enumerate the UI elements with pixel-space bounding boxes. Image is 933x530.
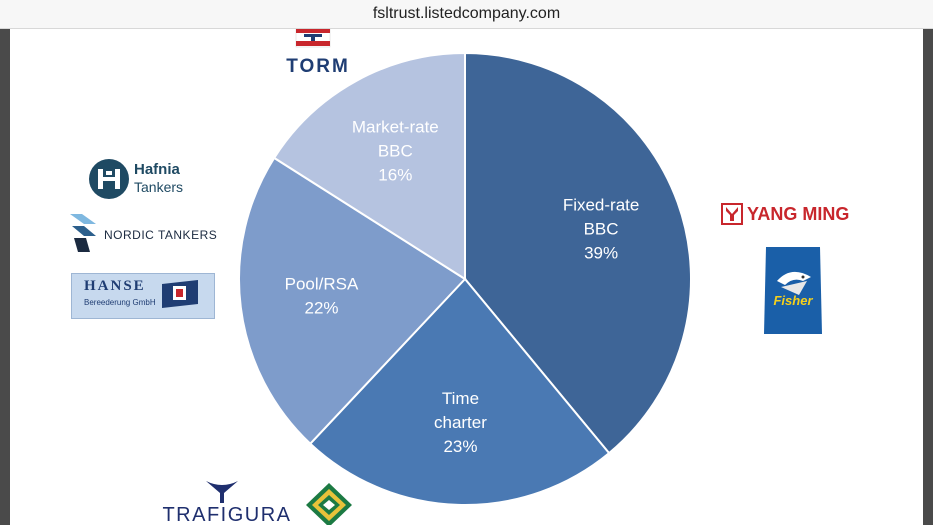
pie-slice-0-label-line-1: BBC bbox=[584, 219, 619, 238]
pie-slice-3-value-label: 16% bbox=[378, 166, 412, 185]
yang-ming-emblem-icon bbox=[721, 203, 743, 225]
torm-logo: TORM bbox=[278, 27, 358, 77]
pie-slice-1-label-line-0: Time bbox=[442, 389, 479, 408]
pie-slice-2-label-line-0: Pool/RSA bbox=[285, 275, 359, 294]
pie-slice-1-value-label: 23% bbox=[443, 437, 477, 456]
hafnia-logo-line2: Tankers bbox=[134, 179, 184, 195]
hanse-flag-icon bbox=[162, 280, 198, 308]
pie-chart: Fixed-rate BBC 39% Time charter 23% Pool/RSA 22… bbox=[238, 51, 692, 506]
torm-flag-icon bbox=[295, 28, 331, 48]
yang-ming-logo-text: YANG MING bbox=[747, 204, 850, 224]
nordic-tankers-emblem-icon bbox=[70, 214, 96, 252]
fisher-emblem-icon bbox=[764, 247, 822, 334]
pie-slice-2-value-label: 22% bbox=[304, 299, 338, 318]
hanse-logo: HANSE Bereederung GmbH bbox=[71, 273, 215, 319]
pie-slice-1 bbox=[308, 277, 611, 506]
trafigura-logo-text: TRAFIGURA bbox=[162, 504, 292, 526]
fisher-logo-text: Fisher bbox=[773, 293, 813, 308]
diamond-emblem-icon bbox=[306, 483, 352, 527]
pie-slice-0-value-label: 39% bbox=[584, 243, 618, 262]
torm-logo-text: TORM bbox=[286, 56, 350, 77]
diamond-logo bbox=[304, 483, 354, 527]
hafnia-logo-line1: Hafnia bbox=[134, 161, 180, 178]
pie-slice-1-label-line-1: charter bbox=[434, 413, 487, 432]
fisher-logo: Fisher bbox=[763, 247, 823, 334]
letterbox-left bbox=[0, 29, 10, 525]
pie-slice-3-label-line-1: BBC bbox=[378, 142, 413, 161]
nordic-tankers-logo-text: NORDIC TANKERS bbox=[104, 228, 218, 242]
hafnia-emblem-icon bbox=[89, 159, 129, 199]
letterbox-right bbox=[923, 29, 933, 525]
hafnia-logo: Hafnia Tankers bbox=[88, 158, 208, 200]
pie-slice-0 bbox=[464, 51, 692, 455]
pie-slice-3 bbox=[272, 51, 466, 281]
url-text: fsltrust.listedcompany.com bbox=[372, 5, 561, 22]
yang-ming-logo: YANG MING bbox=[721, 203, 871, 227]
browser-url-bar[interactable]: fsltrust.listedcompany.com bbox=[0, 0, 933, 29]
trafigura-emblem-icon bbox=[206, 481, 238, 503]
pie-slice-0-label-line-0: Fixed-rate bbox=[563, 195, 640, 214]
hanse-logo-line1: HANSE bbox=[84, 278, 146, 294]
pie-slice-2 bbox=[238, 156, 467, 446]
pie-slice-3-label-line-0: Market-rate bbox=[352, 118, 439, 137]
nordic-tankers-logo: NORDIC TANKERS bbox=[68, 212, 218, 254]
hanse-logo-line2: Bereederung GmbH bbox=[84, 298, 156, 307]
trafigura-logo: TRAFIGURA bbox=[162, 479, 292, 526]
presentation-slide: Fixed-rate BBC 39% Time charter 23% Pool/RSA 22… bbox=[10, 27, 923, 527]
